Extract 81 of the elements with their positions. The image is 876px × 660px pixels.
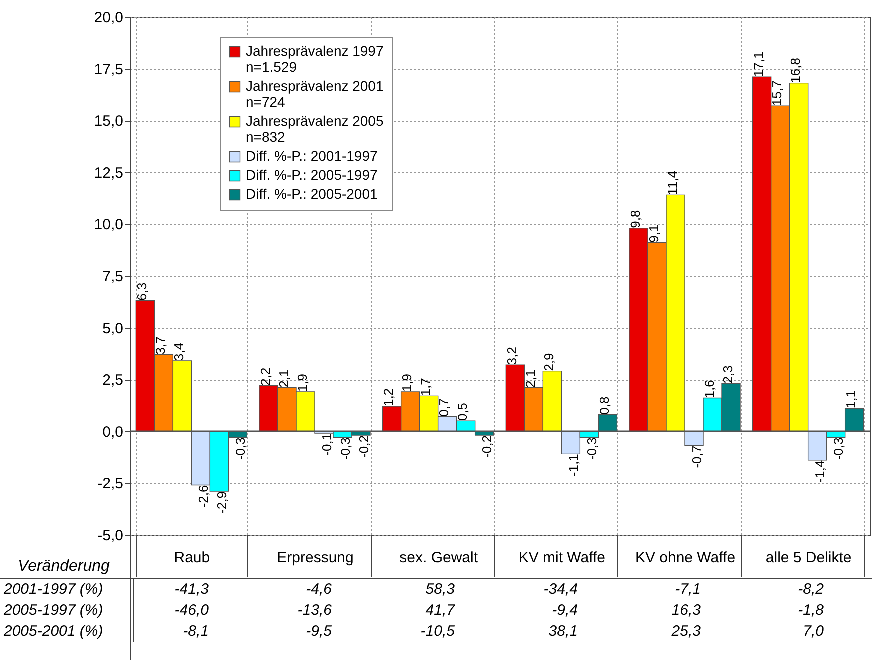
text: 16,3 xyxy=(672,602,701,619)
data-label: 2,9 xyxy=(541,353,556,372)
y-tick-label: 7,5 xyxy=(102,268,124,286)
y-tick-label: 2,5 xyxy=(102,372,124,390)
x-tick-label: Erpressung xyxy=(277,550,354,566)
data-label: 2,1 xyxy=(276,370,292,388)
data-label: 1,9 xyxy=(400,374,415,392)
y-tick-label: 5,0 xyxy=(102,320,124,338)
data-label: 3,2 xyxy=(504,347,520,366)
text: 2005-1997 (%) xyxy=(0,600,134,621)
data-label: -0,1 xyxy=(319,433,334,456)
text: -7,1 xyxy=(675,581,701,598)
data-label: 1,7 xyxy=(418,378,434,396)
y-tick-label: -5,0 xyxy=(98,528,124,544)
text: 41,7 xyxy=(426,602,455,619)
data-label: 9,1 xyxy=(646,224,662,243)
text: 25,3 xyxy=(672,623,701,640)
y-tick-label: 20,0 xyxy=(94,10,124,26)
text: -41,3 xyxy=(174,581,209,598)
text: -1,8 xyxy=(798,602,824,619)
legend-label: Jahresprävalenz 2005 n=832 xyxy=(246,113,384,145)
data-label: 2,3 xyxy=(720,366,736,384)
data-label: 1,9 xyxy=(294,374,310,392)
text: -34,4 xyxy=(544,581,578,598)
data-label: -0,2 xyxy=(356,436,372,458)
text: 2001-1997 (%) xyxy=(0,578,134,600)
legend-label: Jahresprävalenz 1997 n=1.529 xyxy=(246,43,384,75)
text: 7,0 xyxy=(803,623,824,640)
data-label: 1,2 xyxy=(381,388,396,407)
y-tick-label: 10,0 xyxy=(94,216,124,234)
data-label: -0,7 xyxy=(689,446,704,468)
data-label: 2,2 xyxy=(258,368,273,386)
text: -9,4 xyxy=(552,602,578,619)
data-label: -1,4 xyxy=(812,460,828,483)
y-tick-label: 15,0 xyxy=(94,113,124,130)
text: Veränderung xyxy=(18,558,110,576)
data-label: 11,4 xyxy=(664,170,680,196)
data-label: 2,1 xyxy=(522,370,538,388)
text: 38,1 xyxy=(548,623,578,640)
data-label: 0,8 xyxy=(596,396,612,415)
y-tick-label: 0,0 xyxy=(102,424,124,441)
text: 2005-2001 (%) xyxy=(0,621,134,642)
x-tick-label: Raub xyxy=(174,550,210,566)
data-label: 9,8 xyxy=(628,210,643,228)
text: -8,1 xyxy=(183,623,209,640)
text: -9,5 xyxy=(306,623,332,640)
text: -10,5 xyxy=(420,623,455,640)
x-tick-label: sex. Gewalt xyxy=(400,550,479,566)
x-tick-label: KV ohne Waffe xyxy=(635,550,736,566)
legend-label: Diff. %-P.: 2005-1997 xyxy=(246,167,378,183)
data-label: 1,6 xyxy=(702,380,717,398)
data-label: 0,7 xyxy=(436,398,452,417)
data-label: 1,1 xyxy=(844,390,859,409)
data-label: -0,2 xyxy=(480,436,495,458)
legend-label: Jahresprävalenz 2001 n=724 xyxy=(246,78,384,110)
data-label: -0,3 xyxy=(232,438,248,460)
data-label: -0,3 xyxy=(584,438,600,460)
data-label: 15,7 xyxy=(770,80,785,106)
data-label: 17,1 xyxy=(751,52,766,78)
text: -13,6 xyxy=(298,602,332,619)
legend-label: Diff. %-P.: 2001-1997 xyxy=(246,148,378,164)
data-label: -2,9 xyxy=(214,491,230,514)
text: -4,6 xyxy=(306,581,332,598)
text: -8,2 xyxy=(798,581,824,598)
data-label: 3,4 xyxy=(171,342,186,361)
y-tick-label: -2,5 xyxy=(98,476,124,493)
data-label: 16,8 xyxy=(788,58,804,84)
data-label: -1,1 xyxy=(566,454,581,477)
y-tick-label: 12,5 xyxy=(94,164,124,182)
y-tick-label: 17,5 xyxy=(94,61,124,78)
x-tick-label: alle 5 Delikte xyxy=(766,550,852,566)
data-label: 6,3 xyxy=(134,282,150,301)
text: 58,3 xyxy=(426,581,455,598)
x-tick-label: KV mit Waffe xyxy=(518,550,606,566)
data-label: -0,3 xyxy=(831,438,846,460)
data-label: 0,5 xyxy=(455,402,470,422)
data-label: -2,6 xyxy=(196,485,211,508)
legend-label: Diff. %-P.: 2005-2001 xyxy=(246,186,378,202)
text: -46,0 xyxy=(174,602,209,619)
data-label: -0,3 xyxy=(338,438,353,460)
data-label: 3,7 xyxy=(152,336,168,355)
